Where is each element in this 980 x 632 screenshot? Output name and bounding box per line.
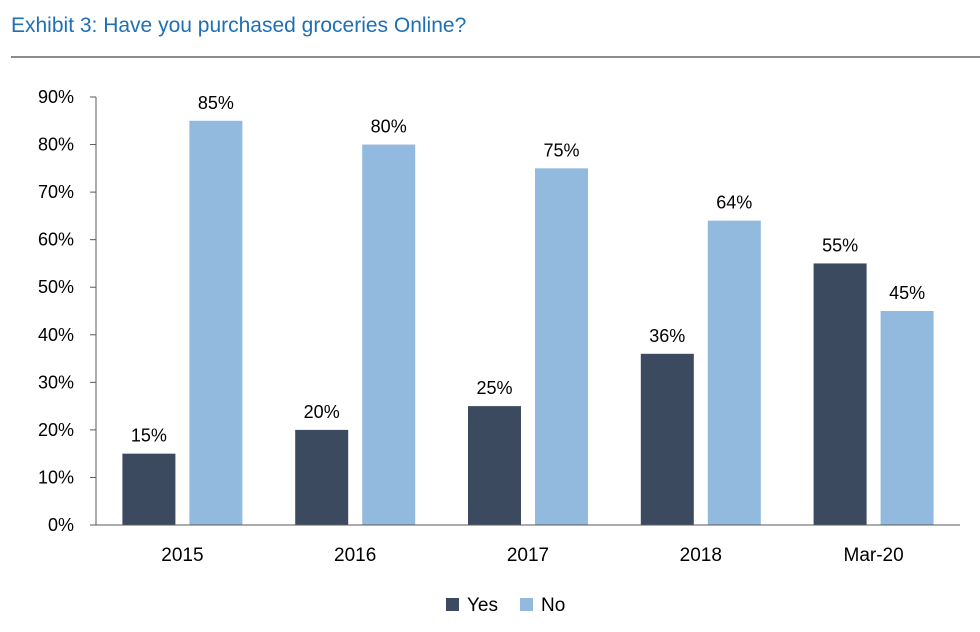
data-label: 15% (131, 426, 167, 446)
bars (122, 120, 934, 526)
bar-yes-2018 (640, 353, 694, 525)
y-tick-label: 30% (38, 372, 74, 392)
data-label: 85% (198, 93, 234, 113)
legend-swatch-yes (446, 598, 459, 611)
bar-no-2018 (707, 220, 761, 525)
data-label: 20% (304, 402, 340, 422)
bar-no-2017 (535, 168, 588, 526)
bar-yes-2016 (295, 429, 349, 525)
y-tick-label: 60% (38, 230, 74, 250)
bar-yes-2017 (468, 406, 521, 525)
x-tick-label: 2018 (680, 545, 722, 566)
x-tick-label: 2015 (161, 545, 203, 566)
y-tick-label: 90% (38, 87, 74, 107)
bar-no-2015 (189, 120, 243, 526)
legend: Yes No (446, 595, 565, 616)
bar-yes-2015 (122, 453, 176, 525)
data-label: 80% (371, 117, 407, 137)
x-tick-label: Mar-20 (844, 545, 904, 566)
legend-label-yes: Yes (467, 595, 498, 616)
y-tick-label: 80% (38, 135, 74, 155)
data-labels: 15% 85% 20% 80% 25% 75% 36% 64% 55% 45% (131, 93, 925, 446)
data-label: 64% (716, 193, 752, 213)
y-tick-label: 10% (38, 467, 74, 487)
y-tick-label: 20% (38, 420, 74, 440)
bar-no-mar-20 (880, 311, 934, 525)
bar-no-2016 (362, 144, 416, 526)
legend-label-no: No (541, 595, 565, 616)
data-label: 36% (649, 326, 685, 346)
x-tick-label: 2017 (507, 545, 549, 566)
y-axis-ticks: 0% 10% 20% 30% 40% 50% 60% 70% 80% 90% (38, 87, 96, 535)
y-tick-label: 70% (38, 182, 74, 202)
data-label: 25% (476, 378, 512, 398)
x-axis-labels: 2015 2016 2017 2018 Mar-20 (161, 545, 903, 566)
y-tick-label: 0% (48, 515, 74, 535)
x-tick-label: 2016 (334, 545, 376, 566)
exhibit-title: Exhibit 3: Have you purchased groceries … (11, 14, 467, 37)
data-label: 55% (822, 235, 858, 255)
bar-yes-mar-20 (813, 263, 867, 525)
legend-swatch-no (520, 598, 533, 611)
data-label: 45% (889, 283, 925, 303)
title-divider (11, 56, 980, 58)
axes (95, 97, 960, 526)
y-tick-label: 40% (38, 325, 74, 345)
y-tick-label: 50% (38, 277, 74, 297)
data-label: 75% (543, 140, 579, 160)
